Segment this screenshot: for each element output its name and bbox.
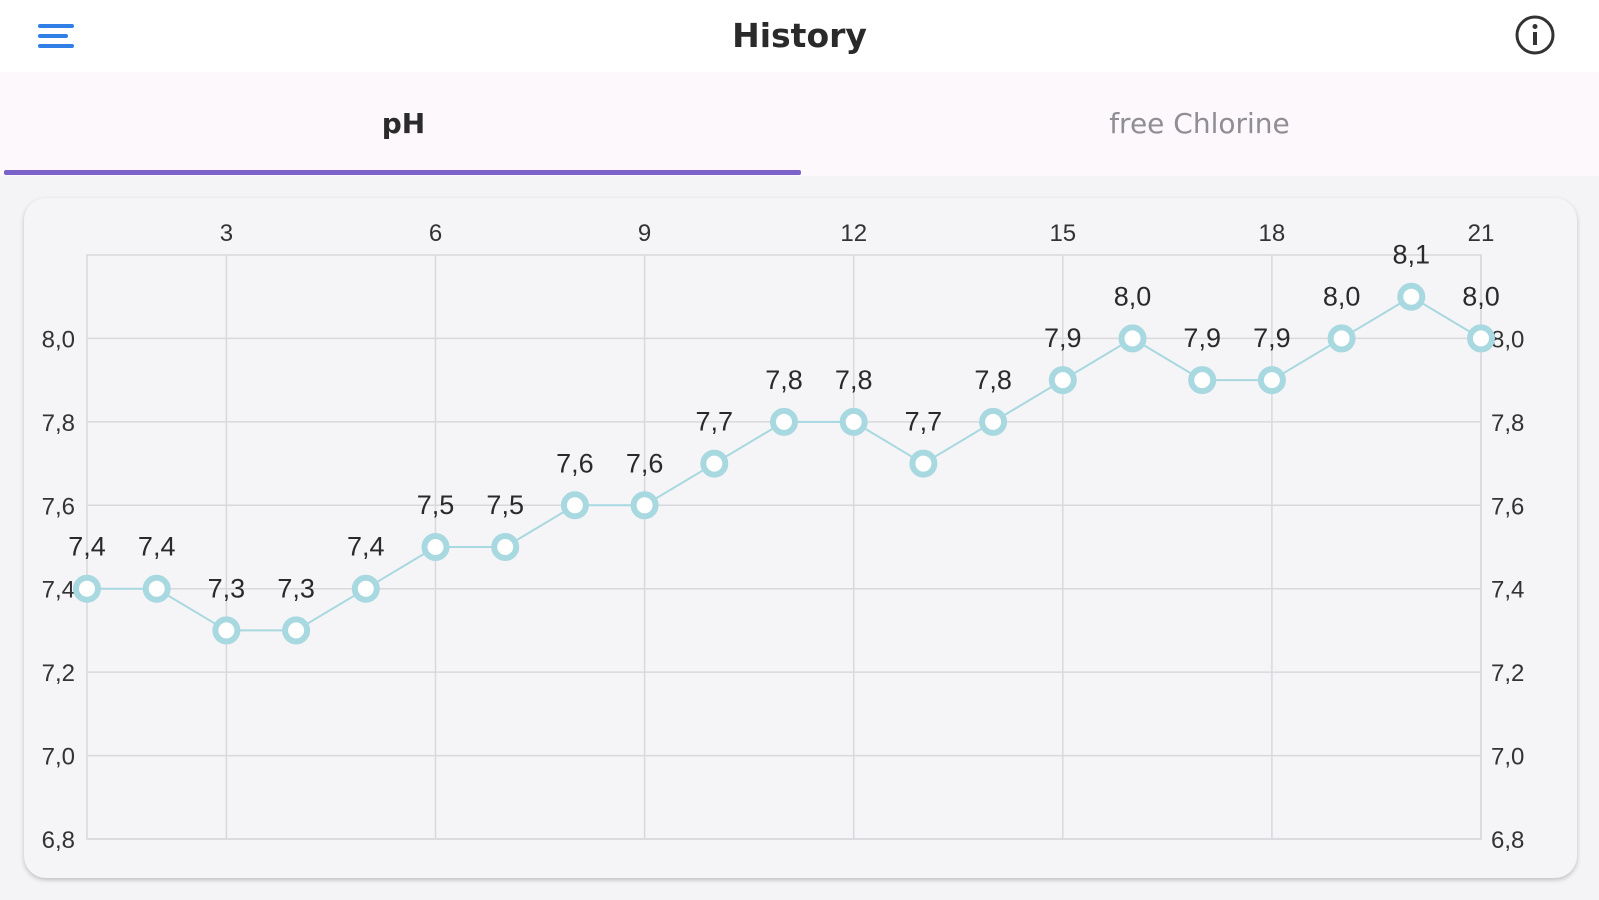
chart-card: 6,8 6,8 7,0 7,0 7,2 7,2 7,4 7,4 7,6 7,6 7,8 7,8 8,0 8…: [24, 198, 1577, 878]
data-point: [1467, 324, 1495, 353]
y-tick-label-left: 7,6: [42, 493, 75, 520]
info-button[interactable]: [1513, 13, 1557, 57]
data-label: 7,4: [347, 532, 385, 562]
data-point: [1188, 366, 1217, 395]
y-tick-label-left: 8,0: [42, 326, 75, 353]
data-point: [979, 407, 1008, 436]
data-point: [1118, 324, 1147, 353]
y-tick-label-left: 7,2: [42, 660, 75, 687]
data-label: 7,3: [208, 573, 246, 603]
y-tick-label-left: 7,8: [42, 410, 75, 437]
data-point: [909, 449, 938, 478]
y-tick-label-right: 7,8: [1491, 410, 1524, 437]
x-tick-label: 3: [220, 220, 233, 247]
data-point: [839, 407, 868, 436]
data-point: [142, 574, 171, 603]
data-label: 8,0: [1114, 281, 1152, 311]
tab-bar: pH free Chlorine: [0, 72, 1599, 176]
data-label: 7,7: [696, 407, 734, 437]
data-point: [491, 533, 520, 561]
data-point: [630, 491, 659, 520]
y-tick-label-left: 7,0: [42, 744, 75, 771]
data-label: 7,8: [835, 365, 873, 395]
data-label: 8,0: [1323, 281, 1361, 311]
data-label: 7,9: [1183, 323, 1221, 353]
data-label: 7,8: [765, 365, 803, 395]
data-point: [1327, 324, 1356, 353]
data-point: [1048, 366, 1077, 395]
y-tick-label-left: 6,8: [42, 827, 75, 854]
data-label: 8,1: [1393, 240, 1431, 270]
menu-button[interactable]: [36, 18, 80, 54]
data-point: [700, 449, 729, 478]
data-label: 7,6: [626, 448, 664, 478]
x-tick-label: 9: [638, 220, 651, 247]
data-label: 7,4: [138, 532, 176, 562]
y-tick-label-left: 7,4: [42, 577, 75, 604]
data-point: [73, 574, 101, 603]
data-label: 7,8: [974, 365, 1012, 395]
data-label: 7,4: [68, 532, 106, 562]
ph-history-chart: 6,8 6,8 7,0 7,0 7,2 7,2 7,4 7,4 7,6 7,6 7,8 7,8 8,0 8…: [42, 220, 1525, 854]
data-label: 7,3: [277, 573, 315, 603]
data-label: 7,5: [417, 490, 455, 520]
y-tick-label-right: 6,8: [1491, 827, 1524, 854]
tab-free-chlorine[interactable]: free Chlorine: [1109, 107, 1290, 140]
data-label: 7,6: [556, 448, 594, 478]
data-label: 7,9: [1253, 323, 1291, 353]
hamburger-menu-icon: [38, 24, 74, 48]
data-point: [1397, 282, 1426, 311]
info-circle-icon: [1515, 15, 1555, 55]
data-label: 8,0: [1462, 281, 1500, 311]
data-label: 7,5: [486, 490, 524, 520]
data-point: [351, 574, 380, 603]
x-tick-label: 21: [1468, 220, 1495, 247]
data-point: [770, 407, 798, 436]
y-tick-label-right: 7,2: [1491, 660, 1524, 687]
data-point: [282, 616, 311, 645]
data-point: [421, 533, 450, 561]
data-label: 7,9: [1044, 323, 1082, 353]
x-tick-label: 12: [840, 220, 867, 247]
y-tick-label-right: 7,6: [1491, 493, 1524, 520]
x-tick-label: 6: [429, 220, 442, 247]
page-title: History: [732, 16, 867, 55]
y-tick-label-right: 8,0: [1491, 326, 1524, 353]
tab-indicator: [4, 170, 801, 175]
y-tick-label-right: 7,0: [1491, 744, 1524, 771]
data-point: [560, 491, 589, 520]
data-label: 7,7: [905, 407, 943, 437]
y-tick-label-right: 7,4: [1491, 577, 1524, 604]
data-point: [212, 616, 241, 645]
tab-ph[interactable]: pH: [381, 107, 426, 140]
data-point: [1257, 366, 1286, 395]
x-tick-label: 15: [1049, 220, 1076, 247]
x-tick-label: 18: [1259, 220, 1286, 247]
app-bar: History: [0, 0, 1599, 72]
